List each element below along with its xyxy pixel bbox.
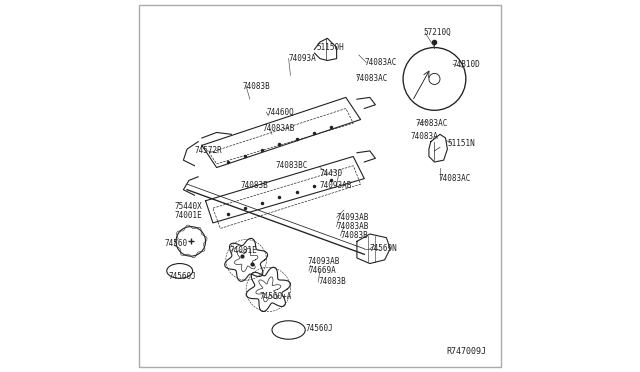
Text: 74083B: 74083B <box>318 278 346 286</box>
Text: R747009J: R747009J <box>446 347 486 356</box>
Text: 74430: 74430 <box>320 169 343 177</box>
Text: 74669A: 74669A <box>309 266 337 275</box>
Text: 74093AB: 74093AB <box>320 182 353 190</box>
Text: 74093A: 74093A <box>289 54 316 63</box>
Text: 74093AB: 74093AB <box>307 257 339 266</box>
Text: 74560+A: 74560+A <box>259 292 291 301</box>
Text: 51150H: 51150H <box>316 43 344 52</box>
Text: 74569N: 74569N <box>370 244 397 253</box>
Text: 74083A: 74083A <box>410 132 438 141</box>
Text: 74083AC: 74083AC <box>355 74 387 83</box>
Text: 74081E: 74081E <box>230 246 257 255</box>
Text: 74560J: 74560J <box>168 272 196 281</box>
Text: 74083B: 74083B <box>243 82 270 91</box>
Text: 74B10D: 74B10D <box>453 60 481 69</box>
Text: 74560: 74560 <box>165 239 188 248</box>
Text: 74083BC: 74083BC <box>276 161 308 170</box>
Text: 74572R: 74572R <box>195 147 222 155</box>
Text: 74083AC: 74083AC <box>364 58 397 67</box>
Text: 74460Q: 74460Q <box>266 108 294 117</box>
Text: 57210Q: 57210Q <box>424 28 451 37</box>
Text: 75440X: 75440X <box>174 202 202 211</box>
Text: 74083AB: 74083AB <box>263 124 295 133</box>
Text: 51151N: 51151N <box>447 139 475 148</box>
Text: 74083B: 74083B <box>340 231 368 240</box>
Text: 74093AB: 74093AB <box>337 213 369 222</box>
Text: 74083AC: 74083AC <box>438 174 470 183</box>
Text: 74083AB: 74083AB <box>337 222 369 231</box>
Text: 74001E: 74001E <box>174 211 202 220</box>
Text: 74083B: 74083B <box>241 182 268 190</box>
Text: 74083AC: 74083AC <box>416 119 449 128</box>
Text: 74560J: 74560J <box>305 324 333 333</box>
